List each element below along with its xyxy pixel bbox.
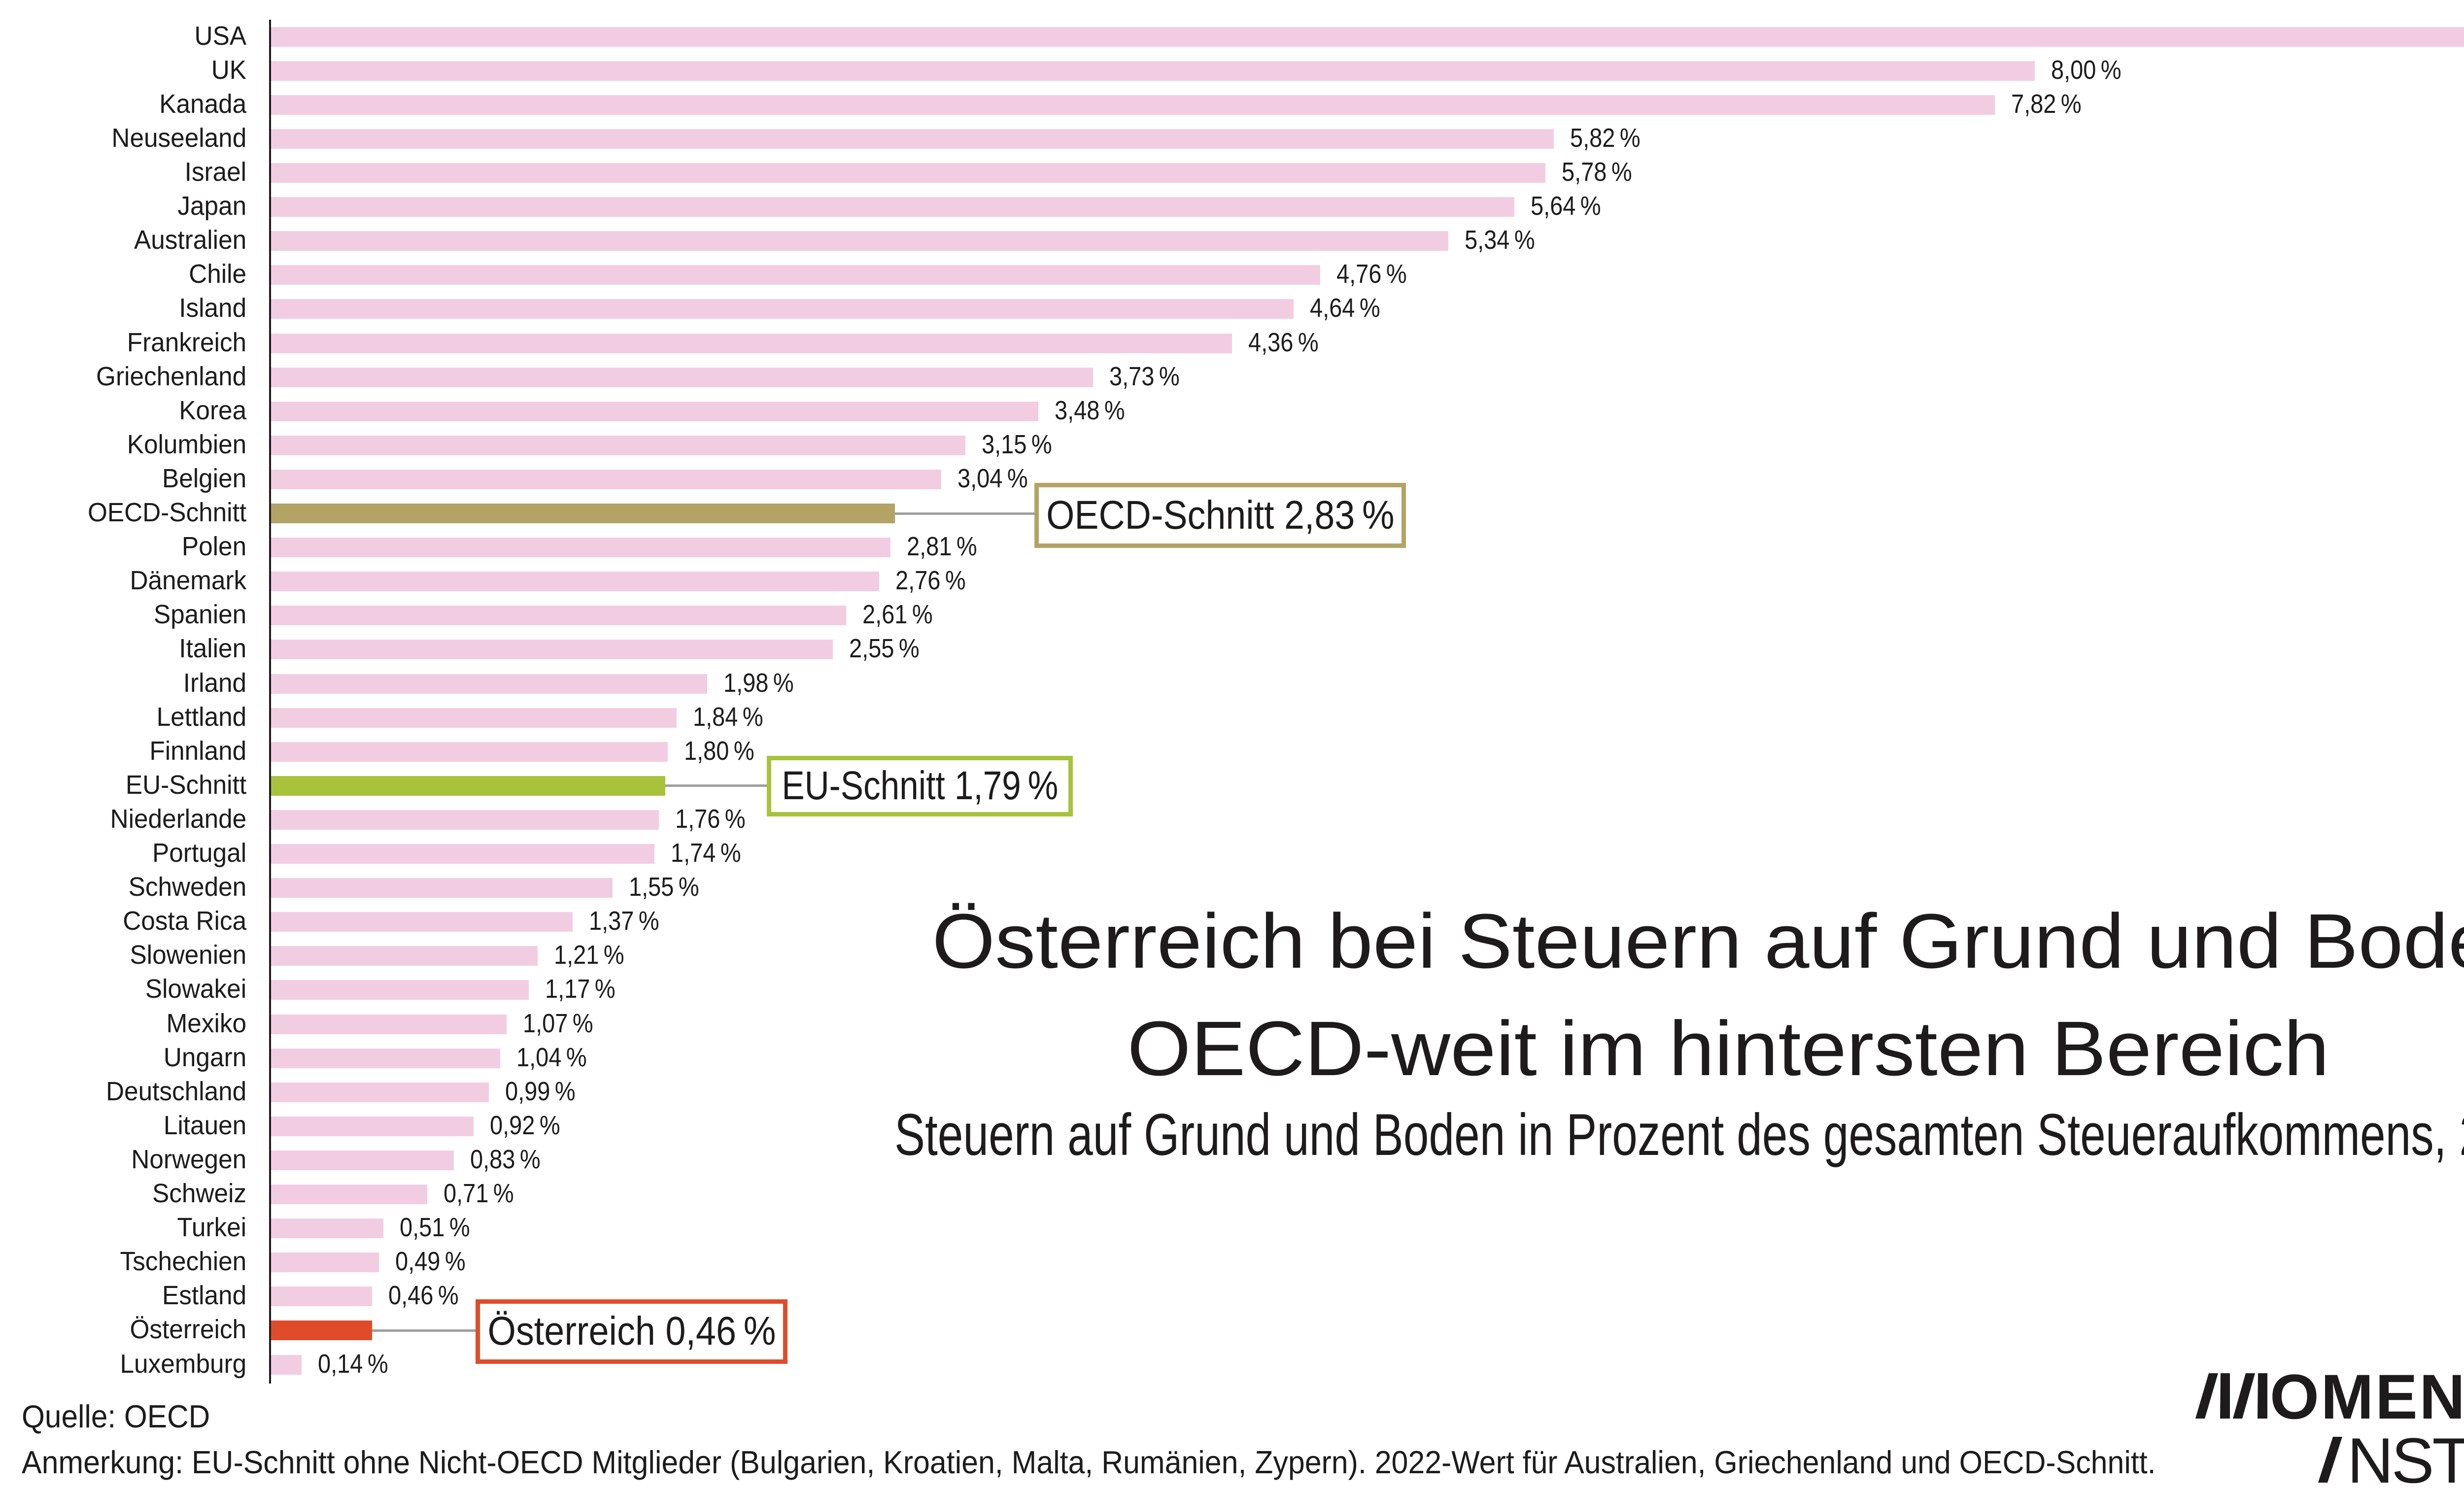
svg-text:OMENTUM: OMENTUM <box>2270 1365 2464 1432</box>
svg-text:NSTITUT: NSTITUT <box>2347 1424 2464 1490</box>
